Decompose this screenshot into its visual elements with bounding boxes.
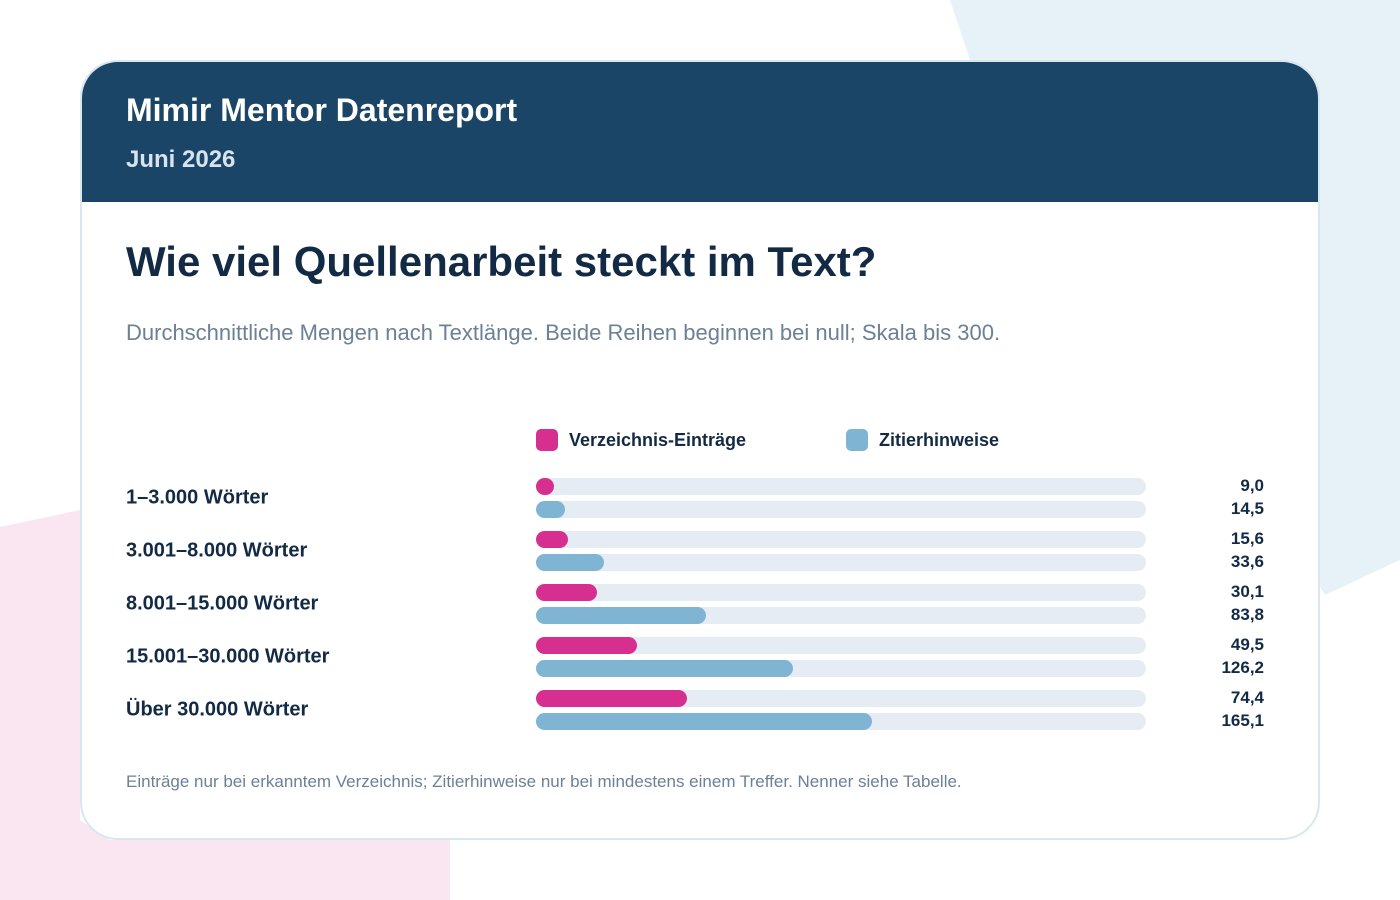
legend-label-hints: Zitierhinweise	[879, 429, 1000, 450]
data-label: 126,2	[1221, 657, 1264, 677]
bar-track	[536, 531, 1146, 548]
data-label: 49,5	[1230, 634, 1264, 654]
bar-verzeichnis-eintraege	[536, 690, 688, 707]
bar-track	[536, 554, 1146, 571]
chart-title: Wie viel Quellenarbeit steckt im Text?	[126, 238, 877, 285]
data-label: 14,5	[1230, 498, 1264, 518]
data-label: 15,6	[1230, 528, 1264, 548]
data-label: 165,1	[1221, 710, 1264, 730]
legend-label-entries: Verzeichnis-Einträge	[569, 429, 747, 450]
category-label: 3.001–8.000 Wörter	[126, 539, 308, 562]
data-label: 83,8	[1230, 604, 1264, 624]
bar-zitierhinweise	[536, 607, 707, 624]
legend-item-verzeichnis-eintraege: Verzeichnis-Einträge	[536, 428, 746, 452]
card-header: Mimir Mentor Datenreport Juni 2026	[82, 62, 1318, 202]
report-period: Juni 2026	[126, 146, 236, 173]
category-label: 15.001–30.000 Wörter	[126, 645, 330, 668]
chart-footnote: Einträge nur bei erkanntem Verzeichnis; …	[126, 772, 962, 791]
legend-item-zitierhinweise: Zitierhinweise	[846, 428, 999, 452]
category-label: Über 30.000 Wörter	[126, 698, 309, 721]
bar-track	[536, 501, 1146, 518]
bar-zitierhinweise	[536, 660, 793, 677]
category-label: 1–3.000 Wörter	[126, 486, 269, 509]
data-label: 74,4	[1230, 687, 1264, 707]
bar-track	[536, 637, 1146, 654]
legend-swatch-hints	[846, 429, 868, 451]
bar-zitierhinweise	[536, 713, 872, 730]
bar-track	[536, 478, 1146, 495]
report-brand: Mimir Mentor Datenreport	[126, 92, 518, 128]
data-label: 30,1	[1230, 581, 1264, 601]
data-label: 9,0	[1240, 475, 1264, 495]
category-label: 8.001–15.000 Wörter	[126, 592, 319, 615]
chart-subtitle: Durchschnittliche Mengen nach Textlänge.…	[126, 320, 1001, 345]
bar-verzeichnis-eintraege	[536, 531, 568, 548]
bar-track	[536, 690, 1146, 707]
report-card: Mimir Mentor Datenreport Juni 2026 Wie v…	[80, 60, 1320, 840]
bar-verzeichnis-eintraege	[536, 478, 555, 495]
data-label: 33,6	[1230, 551, 1264, 571]
bar-verzeichnis-eintraege	[536, 584, 598, 601]
bar-track	[536, 584, 1146, 601]
bar-verzeichnis-eintraege	[536, 637, 637, 654]
bar-zitierhinweise	[536, 501, 566, 518]
legend-swatch-entries	[536, 429, 558, 451]
bar-zitierhinweise	[536, 554, 605, 571]
